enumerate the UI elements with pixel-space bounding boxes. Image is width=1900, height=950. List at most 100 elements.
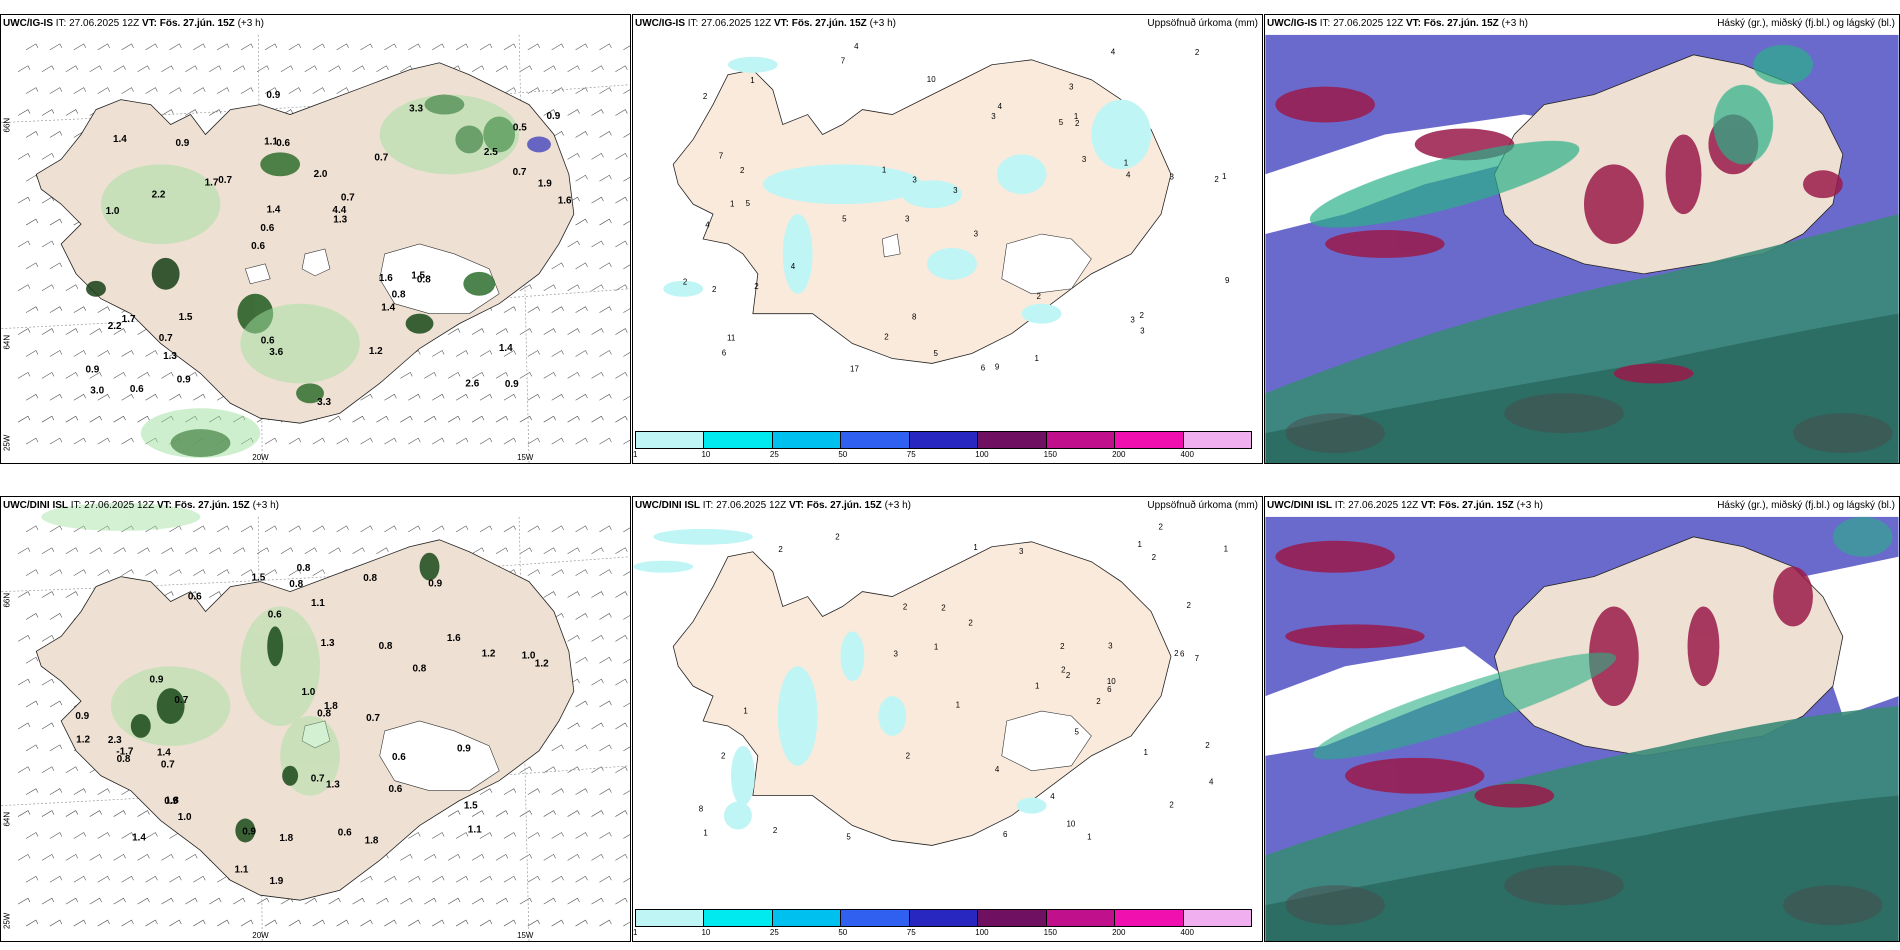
wind-barb <box>527 788 540 795</box>
mid-cloud <box>1309 44 1813 228</box>
wind-barb <box>447 328 461 335</box>
precip-value: 1.5 <box>251 573 265 584</box>
wind-barb <box>599 43 612 51</box>
colorbar-label: 150 <box>1043 450 1058 459</box>
precip-value: 0.6 <box>251 241 265 252</box>
lon-label: 15W <box>517 931 534 940</box>
wind-barb <box>599 131 612 138</box>
wind-barb <box>264 525 278 533</box>
precip-value: 10 <box>927 75 936 84</box>
wind-barb <box>623 921 630 927</box>
wind-barb <box>17 897 31 905</box>
wind-barb <box>336 87 349 94</box>
wind-barb <box>591 810 604 817</box>
wind-barb <box>543 65 556 73</box>
wind-barb <box>615 240 628 248</box>
precip-value: 4 <box>1050 792 1055 801</box>
wind-barb <box>121 393 134 401</box>
wind-barb <box>527 437 540 445</box>
wind-barb <box>599 656 612 664</box>
wind-barb <box>121 350 134 357</box>
wind-barb <box>240 919 254 927</box>
panel-title: UWC/DINI ISL IT: 27.06.2025 12Z VT: Fös.… <box>635 500 911 511</box>
wind-barb <box>17 328 31 335</box>
wind-barb <box>567 152 580 160</box>
precip-value: 2 <box>721 752 726 761</box>
wind-barb <box>17 415 31 423</box>
wind-barb <box>591 766 604 774</box>
precip-value: 2 <box>906 751 911 760</box>
high-cloud <box>1275 540 1813 808</box>
wind-barb <box>145 569 158 576</box>
wind-barb <box>49 613 63 620</box>
glacier <box>881 233 901 258</box>
precip-value: 1 <box>730 200 735 209</box>
wind-barb <box>591 152 604 160</box>
wind-barb <box>527 350 540 357</box>
wind-barb <box>447 897 461 905</box>
wind-barb <box>575 393 588 401</box>
precip-value: 1 <box>1035 354 1040 363</box>
wind-barb <box>432 525 445 533</box>
wind-barb <box>97 43 110 51</box>
wind-barb <box>479 43 493 51</box>
precip-areas <box>633 528 1047 830</box>
wind-barb <box>137 853 150 861</box>
precip-value: 0.8 <box>379 641 393 652</box>
wind-barb <box>41 415 55 423</box>
wind-barb <box>575 262 588 270</box>
wind-barb <box>145 350 158 357</box>
wind-barb <box>41 678 55 686</box>
wind-barb <box>551 525 564 533</box>
wind-barb <box>551 87 564 94</box>
colorbar-label: 400 <box>1180 928 1194 937</box>
wind-barb <box>424 897 437 905</box>
precip-value: 1 <box>1124 158 1129 167</box>
wind-barb <box>89 810 102 817</box>
precip-value: 0.6 <box>188 592 202 603</box>
wind-barb <box>408 393 421 401</box>
precip-value: 1.3 <box>333 214 347 225</box>
wind-barb <box>217 919 230 927</box>
wind-barb <box>479 875 493 883</box>
precip-value: 2 <box>1061 665 1066 674</box>
wind-barb <box>185 897 198 905</box>
precip-value: 2 <box>1187 601 1192 610</box>
wind-barb <box>25 350 39 357</box>
precip-value: 3 <box>1069 82 1074 91</box>
wind-barb <box>73 87 87 94</box>
glacier-hofsjokull <box>244 263 271 285</box>
wind-barb <box>567 65 580 73</box>
wind-barb <box>623 746 630 752</box>
wind-barb <box>73 788 87 795</box>
wind-barb <box>479 525 493 533</box>
wind-barb <box>41 722 55 730</box>
precip-value: 2 <box>1066 671 1071 680</box>
wind-barb <box>503 350 517 357</box>
wind-barb <box>193 87 206 94</box>
panel-bot-cloud: UWC/DINI ISL IT: 27.06.2025 12Z VT: Fös.… <box>1264 496 1900 942</box>
wind-barb <box>113 897 126 905</box>
colorbar-swatch <box>840 431 910 449</box>
lat-label: 64N <box>2 812 11 827</box>
wind-barb <box>567 240 580 248</box>
precip-value: 2 <box>1169 801 1174 810</box>
colorbar-label: 75 <box>906 928 916 937</box>
wind-barb <box>471 328 485 335</box>
wind-barb <box>599 174 612 182</box>
wind-barb <box>193 919 206 927</box>
precip-value: 1 <box>956 701 961 710</box>
wind-barb <box>17 722 31 730</box>
precip-value: 3.3 <box>409 104 423 115</box>
wind-barb <box>495 328 509 335</box>
wind-barb <box>25 569 39 576</box>
colorbar-swatch <box>771 909 842 927</box>
precip-value: 1.4 <box>267 205 281 216</box>
wind-barb <box>145 525 158 533</box>
precip-areas <box>663 56 1152 324</box>
wind-barb <box>599 700 612 708</box>
precip-value: 1.1 <box>235 865 249 876</box>
wind-barb <box>551 832 564 839</box>
glacier <box>1001 710 1092 772</box>
